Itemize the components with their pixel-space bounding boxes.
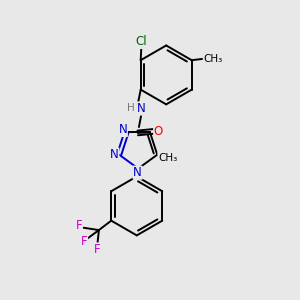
Text: N: N <box>133 166 142 179</box>
Text: F: F <box>81 236 88 248</box>
Text: CH₃: CH₃ <box>203 54 223 64</box>
Text: N: N <box>137 102 146 115</box>
Text: F: F <box>76 220 82 232</box>
Text: O: O <box>154 125 163 138</box>
Text: H: H <box>127 103 135 113</box>
Text: Cl: Cl <box>136 35 147 48</box>
Text: N: N <box>118 124 127 136</box>
Text: CH₃: CH₃ <box>158 153 177 163</box>
Text: F: F <box>94 243 101 256</box>
Text: N: N <box>110 148 119 161</box>
